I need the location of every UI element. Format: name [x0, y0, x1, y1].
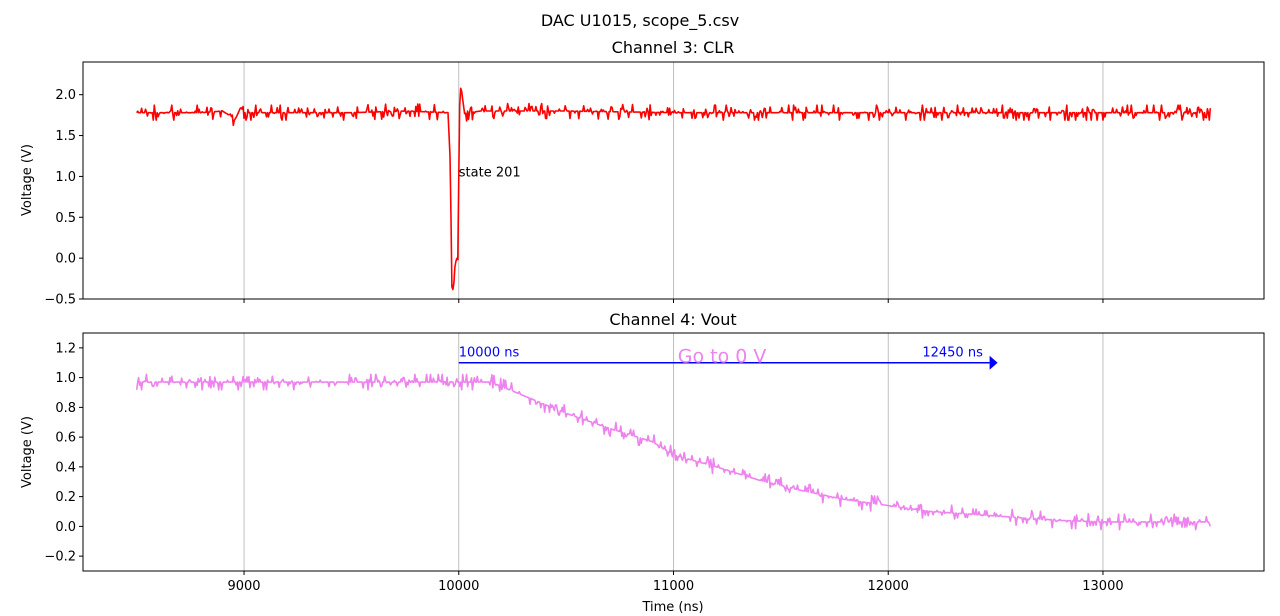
y-tick-label: 0.0	[55, 252, 76, 267]
x-axis-label: Time (ns)	[641, 600, 703, 615]
y-tick-label: 0.8	[55, 401, 76, 416]
x-tick-label: 13000	[1082, 579, 1123, 594]
channel-3-y-axis-label: Voltage (V)	[20, 144, 35, 216]
annotation-label: 12450 ns	[922, 345, 983, 360]
channel-3-ticks: −0.5 0.0 0.5 1.0 1.5 2.0	[44, 88, 1104, 308]
channel-4-panel: Channel 4: Vout 10000 ns 12450 ns Go to 0 …	[20, 310, 1265, 615]
y-tick-label: 1.5	[55, 129, 76, 144]
annotation-label: Go to 0 V	[678, 345, 767, 367]
channel-4-y-axis-label: Voltage (V)	[20, 416, 35, 488]
channel-4-grid	[243, 333, 1104, 571]
annotation-label: state 201	[459, 165, 521, 180]
figure-title: DAC U1015, scope_5.csv	[541, 11, 739, 31]
channel-4-series	[135, 373, 1212, 531]
y-tick-label: 1.0	[55, 371, 76, 386]
x-tick-label: 12000	[868, 579, 909, 594]
y-tick-label: −0.5	[44, 293, 76, 308]
duration-arrow-head	[989, 355, 998, 370]
channel-3-series	[136, 87, 1212, 291]
channel-3-grid	[243, 62, 1104, 299]
y-tick-label: 1.0	[55, 170, 76, 185]
x-tick-label: 10000	[438, 579, 479, 594]
series-line	[136, 87, 1212, 291]
channel-4-annotations: 10000 ns 12450 ns Go to 0 V	[458, 345, 998, 370]
y-tick-label: 1.2	[55, 341, 76, 356]
y-tick-label: 0.6	[55, 431, 76, 446]
y-tick-label: 0.5	[55, 211, 76, 226]
y-tick-label: 2.0	[55, 88, 76, 103]
x-tick-label: 11000	[653, 579, 694, 594]
channel-3-annotations: state 201	[459, 165, 521, 180]
channel-4-ticks: 9000 10000 11000 12000 13000 −0.2 0.0 0.2 0.4 0.6…	[44, 341, 1123, 594]
channel-3-panel: Channel 3: CLR state 201 −0.5 0.0 0.5 1.0 1.…	[20, 38, 1265, 308]
y-tick-label: 0.0	[55, 520, 76, 535]
annotation-label: 10000 ns	[459, 345, 520, 360]
y-tick-label: −0.2	[44, 550, 76, 565]
channel-4-title: Channel 4: Vout	[609, 310, 736, 329]
y-tick-label: 0.4	[55, 460, 76, 475]
x-tick-label: 9000	[227, 579, 260, 594]
y-tick-label: 0.2	[55, 490, 76, 505]
channel-3-title: Channel 3: CLR	[612, 38, 735, 57]
series-line	[135, 373, 1212, 531]
